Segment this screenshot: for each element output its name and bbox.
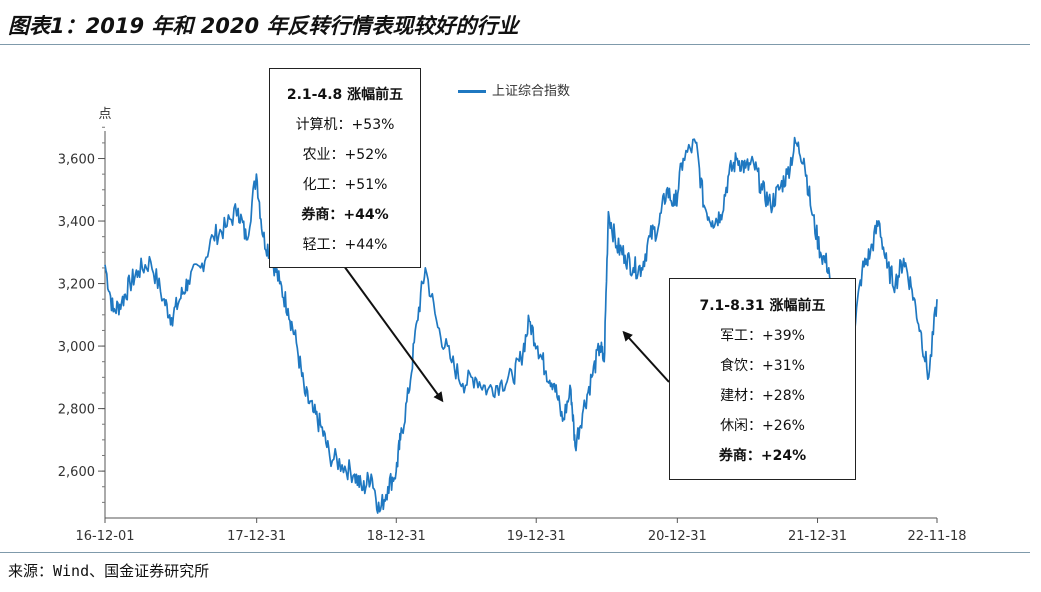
y-tick-label: 3,600 <box>58 153 95 168</box>
annotation-item: 轻工：+44% <box>302 237 388 253</box>
figure-title: 图表1：2019 年和 2020 年反转行情表现较好的行业 <box>8 14 519 38</box>
y-tick-label: 2,600 <box>58 465 95 480</box>
x-tick-label: 21-12-31 <box>788 529 847 544</box>
annotation-item: 军工：+39% <box>720 328 805 344</box>
x-tick-label: 16-12-01 <box>75 529 134 544</box>
x-tick-label: 20-12-31 <box>648 529 707 544</box>
line-chart: 2,600 2,800 3,000 3,200 3,400 3,600 点 16-12-01 1… <box>58 107 967 544</box>
bottom-rule <box>0 552 1030 553</box>
x-tick-label: 17-12-31 <box>227 529 286 544</box>
annotation-item: 计算机：+53% <box>295 117 395 133</box>
legend-swatch <box>458 90 486 93</box>
annotation-title: 7.1-8.31 涨幅前五 <box>699 298 826 314</box>
x-tick-label: 18-12-31 <box>367 529 426 544</box>
source-note: 来源：Wind、国金证券研究所 <box>8 562 210 580</box>
top-rule <box>0 44 1030 45</box>
annotation-arrows <box>343 265 670 403</box>
y-axis-label: 点 <box>98 107 111 122</box>
axes: 2,600 2,800 3,000 3,200 3,400 3,600 点 16-12-01 1… <box>58 107 967 544</box>
legend: 上证综合指数 <box>458 80 570 99</box>
annotation-item: 农业：+52% <box>302 147 388 163</box>
arrow-annotation-2 <box>622 330 670 383</box>
annotation-item: 休闲：+26% <box>720 418 805 434</box>
annotation-box-jul-aug: 7.1-8.31 涨幅前五 军工：+39% 食饮：+31% 建材：+28% 休闲… <box>669 278 856 480</box>
y-tick-label: 2,800 <box>58 403 95 418</box>
y-tick-label: 3,000 <box>58 340 95 355</box>
annotation-box-feb-apr: 2.1-4.8 涨幅前五 计算机：+53% 农业：+52% 化工：+51% 券商… <box>269 68 421 268</box>
y-tick-label: 3,200 <box>58 278 95 293</box>
annotation-item: 券商：+44% <box>301 207 389 223</box>
annotation-item: 食饮：+31% <box>720 358 805 374</box>
annotation-item: 化工：+51% <box>302 177 388 193</box>
plot-area <box>104 136 938 514</box>
arrow-annotation-1 <box>343 265 444 403</box>
y-tick-label: 3,400 <box>58 215 95 230</box>
annotation-title: 2.1-4.8 涨幅前五 <box>286 87 404 103</box>
annotation-item: 建材：+28% <box>720 388 805 404</box>
x-tick-label: 22-11-18 <box>907 529 966 544</box>
annotation-item: 券商：+24% <box>718 448 807 464</box>
legend-label: 上证综合指数 <box>492 84 571 99</box>
series-line <box>104 136 938 514</box>
x-tick-label: 19-12-31 <box>507 529 566 544</box>
